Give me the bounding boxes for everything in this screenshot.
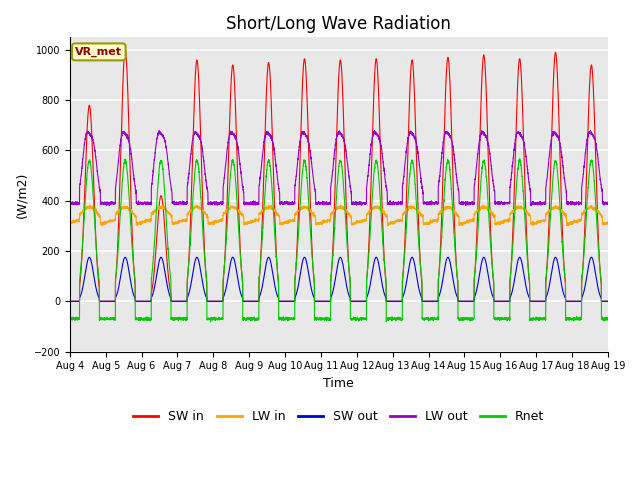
LW in [604,220,612,226]
SW in [490,299,498,304]
LW in [163,208,170,214]
SW out [163,279,170,285]
SW in [604,299,611,304]
SW out [588,254,595,260]
Line: SW in: SW in [70,50,608,301]
SW out [460,299,467,304]
LW out [490,183,498,189]
LW in [99,223,106,229]
Rnet [490,315,498,321]
LW out [604,201,611,207]
LW in [66,219,74,225]
LW in [460,220,467,226]
Rnet [604,317,611,323]
SW out [66,299,74,304]
LW out [66,200,74,206]
LW out [319,198,326,204]
Title: Short/Long Wave Radiation: Short/Long Wave Radiation [227,15,451,33]
Legend: SW in, LW in, SW out, LW out, Rnet: SW in, LW in, SW out, LW out, Rnet [129,405,549,428]
LW out [604,201,612,206]
Rnet [66,315,74,321]
SW in [66,299,74,304]
LW out [163,149,170,155]
SW in [429,299,437,304]
SW out [604,299,612,304]
Rnet [460,317,467,323]
SW in [319,299,326,304]
LW in [490,213,498,218]
SW in [163,253,170,259]
SW in [122,47,129,53]
Rnet [207,319,214,324]
Line: SW out: SW out [70,257,608,301]
Line: LW in: LW in [70,205,608,226]
Rnet [163,220,170,226]
LW out [460,201,467,206]
LW in [588,203,595,208]
SW out [490,295,497,301]
LW out [527,203,535,208]
SW out [604,299,611,304]
Rnet [604,317,612,323]
Line: Rnet: Rnet [70,159,608,322]
LW out [155,128,163,133]
SW in [460,299,467,304]
LW in [429,219,437,225]
LW out [429,200,437,205]
X-axis label: Time: Time [323,377,354,390]
Y-axis label: (W/m2): (W/m2) [15,171,28,217]
SW out [319,299,326,304]
SW in [604,299,612,304]
Text: VR_met: VR_met [76,47,122,57]
Rnet [319,315,326,321]
LW in [604,219,611,225]
Rnet [516,156,524,162]
LW in [319,218,326,224]
Line: LW out: LW out [70,131,608,205]
SW out [429,299,437,304]
Rnet [429,316,437,322]
